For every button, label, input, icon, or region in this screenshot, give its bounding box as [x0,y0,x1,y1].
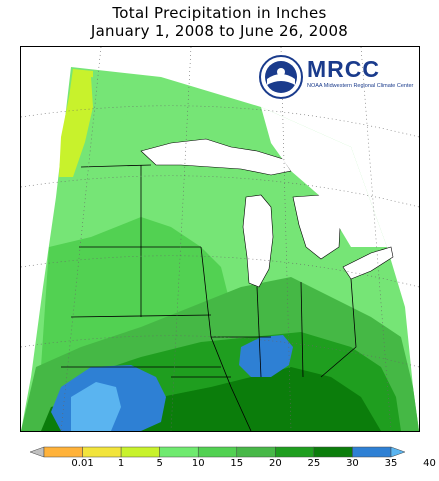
lake-michigan [242,194,274,288]
legend-tick-label: 40 [423,458,436,469]
legend-colorbar [29,446,406,458]
legend-arrow-high [390,446,406,458]
legend-tick-label: 10 [191,458,205,469]
noaa-emblem-icon [259,55,303,99]
legend-swatch [236,446,276,458]
legend-swatch [352,446,392,458]
legend-tick-label: 30 [346,458,359,469]
color-legend: 0.01 1 5 10 15 20 25 30 35 40 [29,444,436,474]
legend-tick-label: 35 [384,458,398,469]
legend-swatch [159,446,199,458]
legend-tick-label: 15 [230,458,244,469]
region-yellow-green-northwest [59,69,93,177]
legend-tick-label: 1 [117,458,125,469]
logo-wordmark: MRCC [307,56,380,82]
unshaded-northeast [261,107,387,247]
legend-swatch [120,446,160,458]
map-title-line1: Total Precipitation in Inches [112,4,327,22]
legend-swatch [275,446,315,458]
legend-arrow-low [29,446,45,458]
graticule [21,47,419,431]
region-light-green-nw-edge [91,77,133,132]
legend-swatch [82,446,122,458]
map-title-line2: January 1, 2008 to June 26, 2008 [90,22,349,40]
legend-swatch [313,446,353,458]
region-light-blue-southwest [71,382,121,431]
precipitation-map: MRCC NOAA Midwestern Regional Climate Ce… [20,46,420,432]
legend-tick-label: 20 [268,458,282,469]
region-blue-east [239,335,293,377]
logo-subtitle: NOAA Midwestern Regional Climate Center [307,83,414,89]
legend-swatch [43,446,83,458]
mrcc-logo: MRCC NOAA Midwestern Regional Climate Ce… [259,55,413,99]
legend-tick-label: 5 [156,458,163,469]
legend-swatch [197,446,238,458]
legend-tick-label: 25 [307,458,321,469]
legend-tick-label: 0.01 [71,458,94,469]
map-canvas [21,47,419,431]
